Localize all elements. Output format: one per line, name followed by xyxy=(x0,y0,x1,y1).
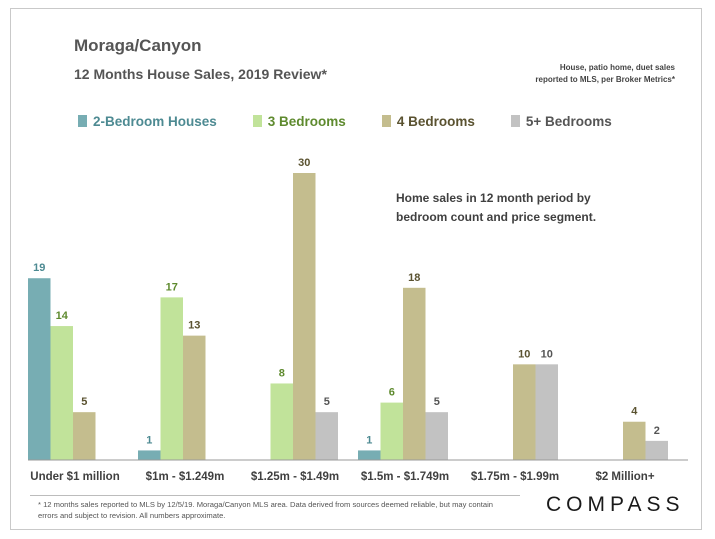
data-label: 1 xyxy=(146,434,152,446)
legend-item-3-bedrooms: 3 Bedrooms xyxy=(252,113,346,129)
data-label: 14 xyxy=(56,310,69,322)
legend-label: 2-Bedroom Houses xyxy=(93,113,217,129)
data-label: 10 xyxy=(541,348,553,360)
data-label: 18 xyxy=(408,272,420,284)
data-label: 13 xyxy=(188,320,200,332)
bar xyxy=(513,364,536,460)
source-note: House, patio home, duet sales reported t… xyxy=(475,62,675,86)
data-label: 2 xyxy=(654,425,660,437)
bar xyxy=(645,440,668,460)
data-label: 19 xyxy=(33,262,45,274)
bar xyxy=(623,421,646,460)
bar xyxy=(138,450,161,460)
category-label: $1.5m - $1.749m xyxy=(361,471,449,483)
chart-annotation: Home sales in 12 month period by bedroom… xyxy=(396,189,636,227)
legend-swatch xyxy=(78,115,87,127)
data-label: 30 xyxy=(298,157,310,169)
bar xyxy=(293,173,316,460)
data-label: 8 xyxy=(279,367,285,379)
data-label: 4 xyxy=(631,406,638,418)
legend-item-4-bedrooms: 4 Bedrooms xyxy=(381,113,475,129)
slide-frame xyxy=(10,8,702,530)
source-note-line: reported to MLS, per Broker Metrics* xyxy=(535,75,675,84)
bar xyxy=(73,412,96,460)
legend-swatch xyxy=(510,115,520,127)
bar xyxy=(160,297,183,460)
bar xyxy=(50,326,73,460)
data-label: 5 xyxy=(81,396,87,408)
legend-swatch xyxy=(381,115,391,127)
data-label: 5 xyxy=(434,396,440,408)
category-label: $1.25m - $1.49m xyxy=(251,471,339,483)
legend-label: 3 Bedrooms xyxy=(267,113,346,129)
bar xyxy=(270,383,293,460)
annotation-line: bedroom count and price segment. xyxy=(396,210,597,224)
bar xyxy=(380,402,403,460)
bar xyxy=(403,287,426,460)
compass-logo: COMPASS xyxy=(546,493,685,516)
data-label: 5 xyxy=(324,396,330,408)
category-label: $1.75m - $1.99m xyxy=(471,471,559,483)
legend-item-5-bedrooms: 5+ Bedrooms xyxy=(510,113,612,129)
data-label: 17 xyxy=(166,281,178,293)
data-label: 10 xyxy=(518,348,530,360)
category-label: $1m - $1.249m xyxy=(146,471,225,483)
bar xyxy=(28,278,51,460)
annotation-line: Home sales in 12 month period by xyxy=(396,191,591,205)
bar xyxy=(535,364,558,460)
chart-title: Moraga/Canyon xyxy=(74,36,202,55)
chart-subtitle: 12 Months House Sales, 2019 Review* xyxy=(74,66,327,82)
category-label: Under $1 million xyxy=(30,471,119,483)
legend: 2-Bedroom Houses 3 Bedrooms 4 Bedrooms 5… xyxy=(78,112,612,130)
data-label: 6 xyxy=(389,387,395,399)
bar xyxy=(358,450,381,460)
footnote: * 12 months sales reported to MLS by 12/… xyxy=(38,500,494,520)
bar xyxy=(315,412,338,460)
bar xyxy=(425,412,448,460)
bar xyxy=(183,335,206,460)
legend-label: 4 Bedrooms xyxy=(396,113,475,129)
legend-item-2-bedroom: 2-Bedroom Houses xyxy=(78,114,217,129)
category-label: $2 Million+ xyxy=(595,471,654,483)
data-label: 1 xyxy=(366,434,372,446)
legend-label: 5+ Bedrooms xyxy=(525,113,612,129)
footnote-divider xyxy=(30,495,520,496)
source-note-line: House, patio home, duet sales xyxy=(559,63,675,72)
legend-swatch xyxy=(252,115,262,127)
